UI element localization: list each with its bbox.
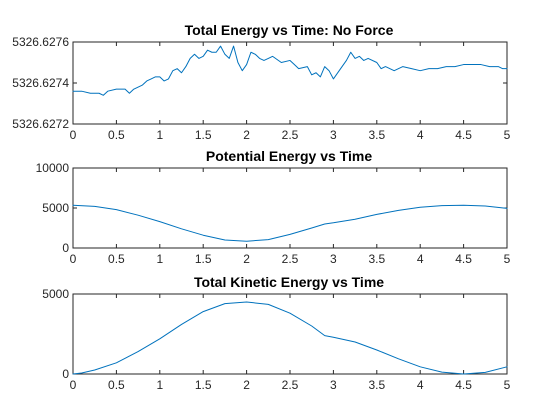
kinetic-energy-y-tick-label: 0 — [62, 367, 69, 381]
kinetic-energy-x-tick-label: 2.5 — [282, 378, 299, 392]
total-energy-y-tick-label: 5326.6276 — [12, 35, 69, 49]
kinetic-energy-x-tick-label: 0.5 — [108, 378, 125, 392]
potential-energy-y-tick-label: 10000 — [36, 161, 70, 175]
potential-energy-y-tick-label: 0 — [62, 241, 69, 255]
kinetic-energy-y-tick-label: 5000 — [42, 287, 69, 301]
kinetic-energy-plot-area — [72, 293, 508, 375]
kinetic-energy-x-tick-label: 4 — [417, 378, 424, 392]
total-energy-x-tick-label: 3 — [330, 128, 337, 142]
potential-energy-x-tick-label: 5 — [504, 252, 511, 266]
total-energy-x-tick-label: 2 — [243, 128, 250, 142]
potential-energy-x-tick-label: 3 — [330, 252, 337, 266]
potential-energy-axes: Potential Energy vs Time 0 0.5 1 1.5 2 2.5 3 3.… — [36, 148, 511, 266]
total-energy-title: Total Energy vs Time: No Force — [185, 22, 394, 38]
total-energy-axes: Total Energy vs Time: No Force 0 0.5 1 1.5 2… — [12, 22, 510, 142]
total-energy-x-tick-label: 1 — [156, 128, 163, 142]
total-energy-x-tick-label: 4.5 — [455, 128, 472, 142]
total-energy-series-line — [72, 45, 508, 96]
total-energy-x-tick-label: 5 — [504, 128, 511, 142]
potential-energy-x-tick-label: 4.5 — [455, 252, 472, 266]
kinetic-energy-series-line — [72, 301, 508, 375]
kinetic-energy-x-tick-label: 2 — [243, 378, 250, 392]
total-energy-x-tick-label: 3.5 — [368, 128, 385, 142]
kinetic-energy-title: Total Kinetic Energy vs Time — [194, 274, 384, 290]
potential-energy-x-tick-label: 2 — [243, 252, 250, 266]
total-energy-x-tick-label: 0 — [70, 128, 77, 142]
potential-energy-x-tick-label: 0 — [70, 252, 77, 266]
kinetic-energy-x-tick-label: 4.5 — [455, 378, 472, 392]
kinetic-energy-x-tick-label: 0 — [70, 378, 77, 392]
kinetic-energy-x-tick-label: 1 — [156, 378, 163, 392]
kinetic-energy-axes: Total Kinetic Energy vs Time 0 0.5 1 1.5 2 2.… — [42, 274, 510, 392]
potential-energy-x-tick-label: 2.5 — [282, 252, 299, 266]
potential-energy-x-tick-label: 1.5 — [195, 252, 212, 266]
kinetic-energy-x-tick-label: 5 — [504, 378, 511, 392]
total-energy-x-tick-label: 4 — [417, 128, 424, 142]
kinetic-energy-x-tick-label: 3.5 — [368, 378, 385, 392]
potential-energy-x-tick-label: 0.5 — [108, 252, 125, 266]
potential-energy-title: Potential Energy vs Time — [206, 148, 372, 164]
potential-energy-x-tick-label: 1 — [156, 252, 163, 266]
potential-energy-y-tick-label: 5000 — [42, 201, 69, 215]
potential-energy-series-line — [72, 204, 508, 242]
kinetic-energy-x-tick-label: 3 — [330, 378, 337, 392]
total-energy-x-tick-label: 1.5 — [195, 128, 212, 142]
potential-energy-plot-area — [72, 167, 508, 249]
total-energy-y-tick-label: 5326.6274 — [12, 76, 69, 90]
total-energy-x-tick-label: 2.5 — [282, 128, 299, 142]
total-energy-x-tick-label: 0.5 — [108, 128, 125, 142]
potential-energy-x-tick-label: 4 — [417, 252, 424, 266]
kinetic-energy-x-tick-label: 1.5 — [195, 378, 212, 392]
total-energy-plot-area — [72, 41, 508, 125]
total-energy-y-tick-label: 5326.6272 — [12, 117, 69, 131]
potential-energy-x-tick-label: 3.5 — [368, 252, 385, 266]
